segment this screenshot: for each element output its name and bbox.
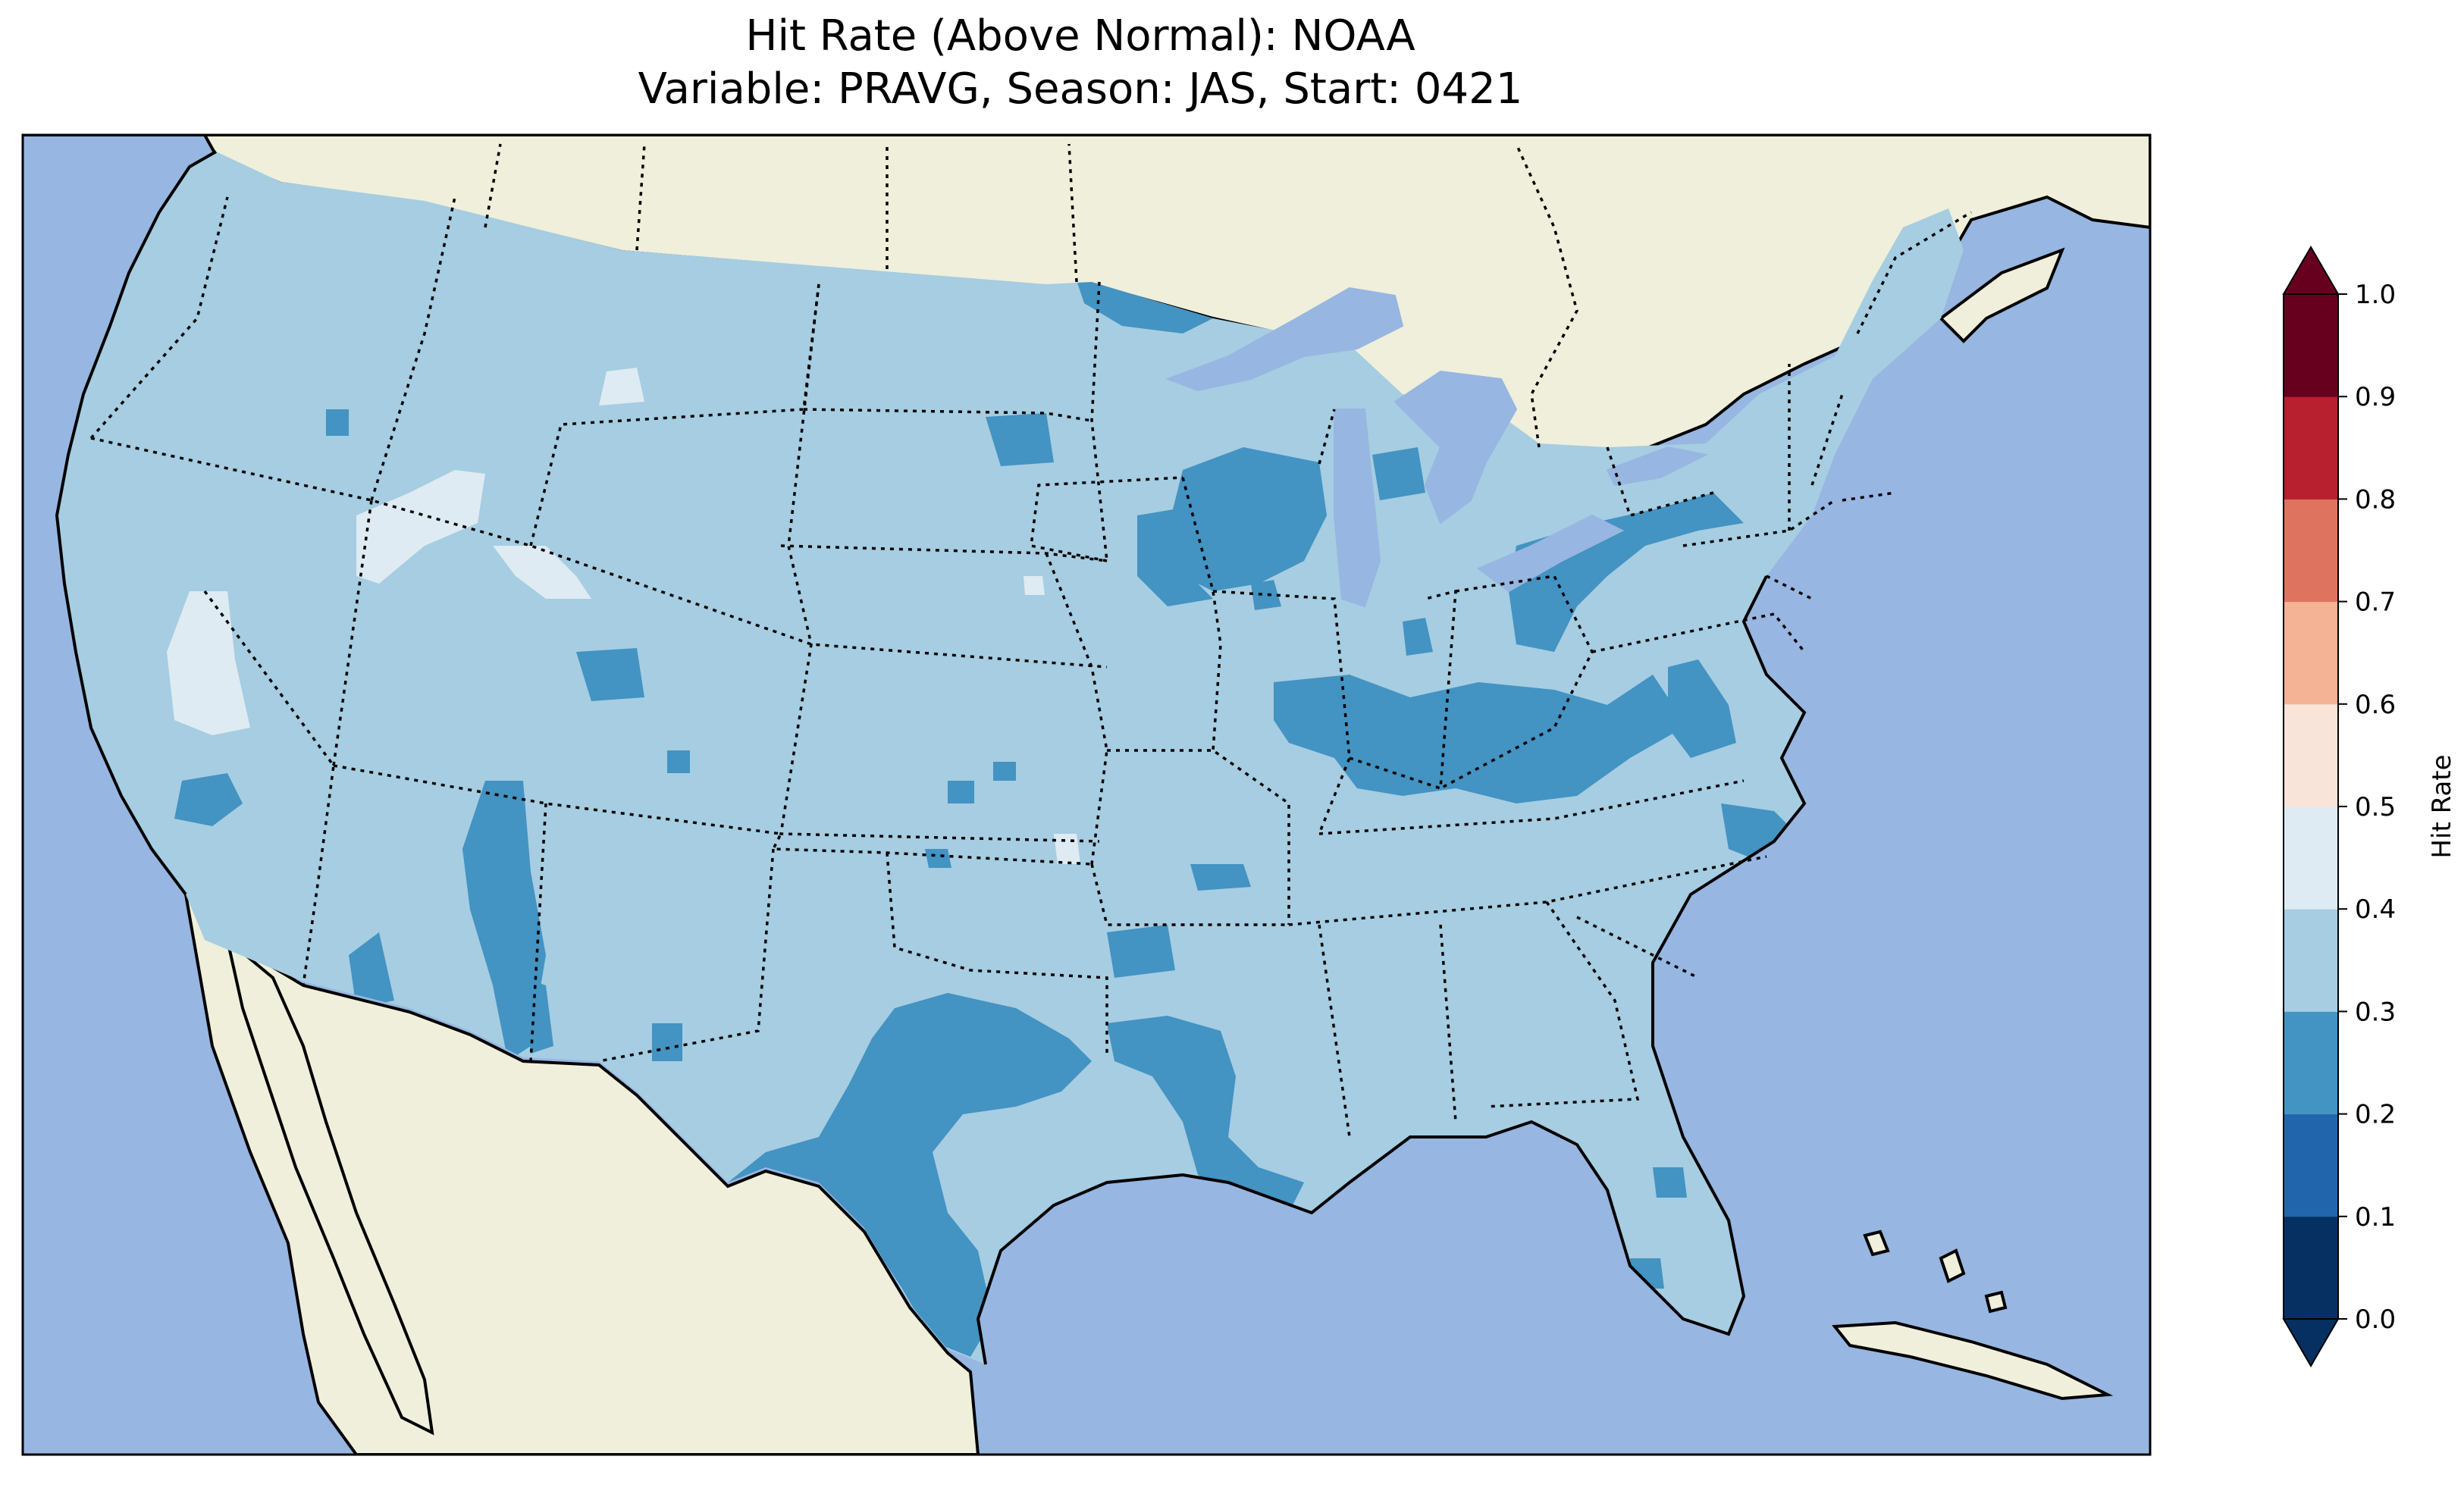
colorbar-label: Hit Rate	[2427, 754, 2457, 858]
colorbar-bin-0.8-0.9	[2284, 396, 2338, 500]
colorbar-bin-0.9-1	[2284, 294, 2338, 397]
map-title: Hit Rate (Above Normal): NOAA	[745, 11, 1415, 61]
colorbar-tick-label: 0.7	[2355, 587, 2396, 618]
colorbar-tick-label: 0.1	[2355, 1202, 2396, 1232]
field-bin-0.4-0.5	[167, 368, 1080, 864]
colorbar-bin-0.4-0.5	[2284, 807, 2338, 910]
great-lakes	[1165, 287, 1709, 608]
colorbar-bin-0.6-0.7	[2284, 601, 2338, 705]
cuba-land	[1832, 1320, 2114, 1401]
baja-california-land	[224, 935, 434, 1436]
colorbar-bin-0.2-0.3	[2284, 1011, 2338, 1115]
colorbar-tick-label: 0.6	[2355, 690, 2396, 720]
colorbar-tick-label: 0.4	[2355, 894, 2396, 925]
colorbar-bin-0.7-0.8	[2284, 499, 2338, 603]
colorbar-tick-label: 0.3	[2355, 997, 2396, 1027]
colorbar-bin-0-0.1	[2284, 1216, 2338, 1320]
colorbar-over-triangle	[2282, 246, 2340, 295]
colorbar-tick-label: 0.5	[2355, 792, 2396, 822]
colorbar-under-triangle	[2282, 1318, 2340, 1367]
colorbar-tick-label: 0.9	[2355, 382, 2396, 412]
coastlines	[55, 150, 1807, 1365]
colorbar-tick-label: 0.0	[2355, 1305, 2396, 1335]
nova-scotia-land	[1938, 247, 2065, 343]
colorbar-bin-0.3-0.4	[2284, 909, 2338, 1012]
colorbar-bin-0.5-0.6	[2284, 703, 2338, 807]
colorbar-tick-label: 0.2	[2355, 1100, 2396, 1130]
state-boundaries	[89, 196, 1896, 1138]
map-subtitle: Variable: PRAVG, Season: JAS, Start: 042…	[638, 64, 1523, 114]
map-frame	[21, 133, 2152, 1456]
colorbar-tick-label: 0.8	[2355, 484, 2396, 515]
bahamas-land	[1863, 1229, 2008, 1314]
province-boundaries	[484, 143, 1972, 448]
colorbar-tick-label: 1.0	[2355, 280, 2396, 310]
colorbar-bin-0.1-0.2	[2284, 1113, 2338, 1217]
